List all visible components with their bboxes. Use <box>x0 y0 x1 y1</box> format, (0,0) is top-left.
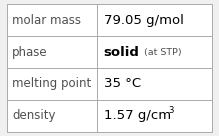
Text: molar mass: molar mass <box>12 14 81 27</box>
Text: melting point: melting point <box>12 78 91 90</box>
Text: 1.57 g/cm: 1.57 g/cm <box>104 109 171 122</box>
Text: 3: 3 <box>168 106 174 115</box>
Text: phase: phase <box>12 46 48 58</box>
Text: (at STP): (at STP) <box>144 47 182 57</box>
Text: 35 °C: 35 °C <box>104 78 141 90</box>
Text: 79.05 g/mol: 79.05 g/mol <box>104 14 184 27</box>
Text: density: density <box>12 109 56 122</box>
Text: solid: solid <box>104 46 140 58</box>
